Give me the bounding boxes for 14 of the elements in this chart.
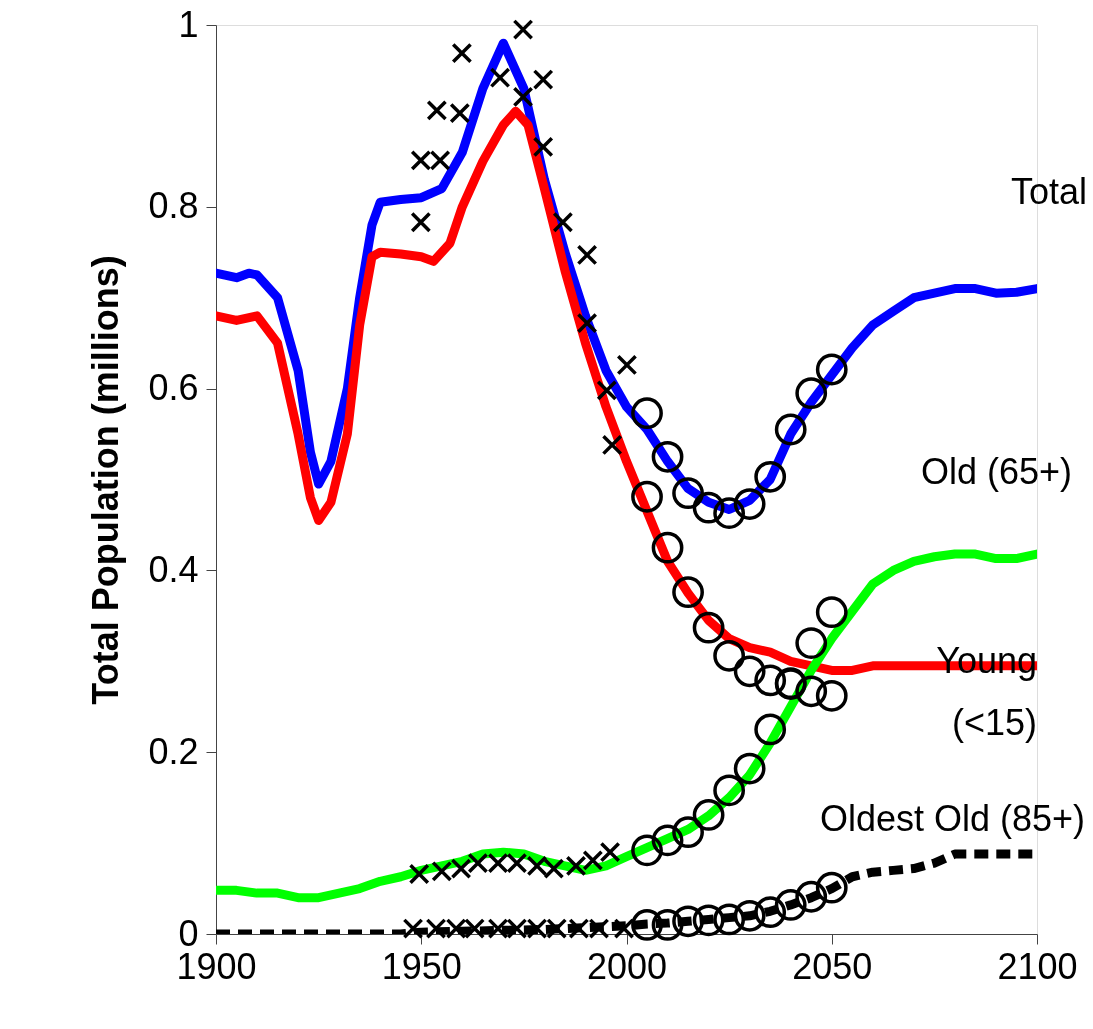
x-tick-label: 2100 — [997, 945, 1078, 987]
y-tick-label: 1 — [178, 3, 199, 45]
y-tick-label: 0.6 — [148, 367, 199, 409]
x-tick-label: 2050 — [792, 945, 873, 987]
y-axis-title: Total Population (millions) — [85, 255, 127, 705]
y-tick-label: 0.8 — [148, 185, 199, 227]
x-tick-label: 2000 — [586, 945, 668, 987]
y-tick-label: 0.2 — [148, 730, 199, 772]
text: Total — [1010, 170, 1087, 212]
series-label: Oldest Old (85+) — [819, 798, 1085, 840]
series-label: Young (<15) — [936, 639, 1037, 743]
x-tick-label: 1950 — [381, 945, 462, 987]
y-tick-label: 0.4 — [148, 548, 199, 590]
series-label: Old (65+) — [920, 451, 1072, 493]
